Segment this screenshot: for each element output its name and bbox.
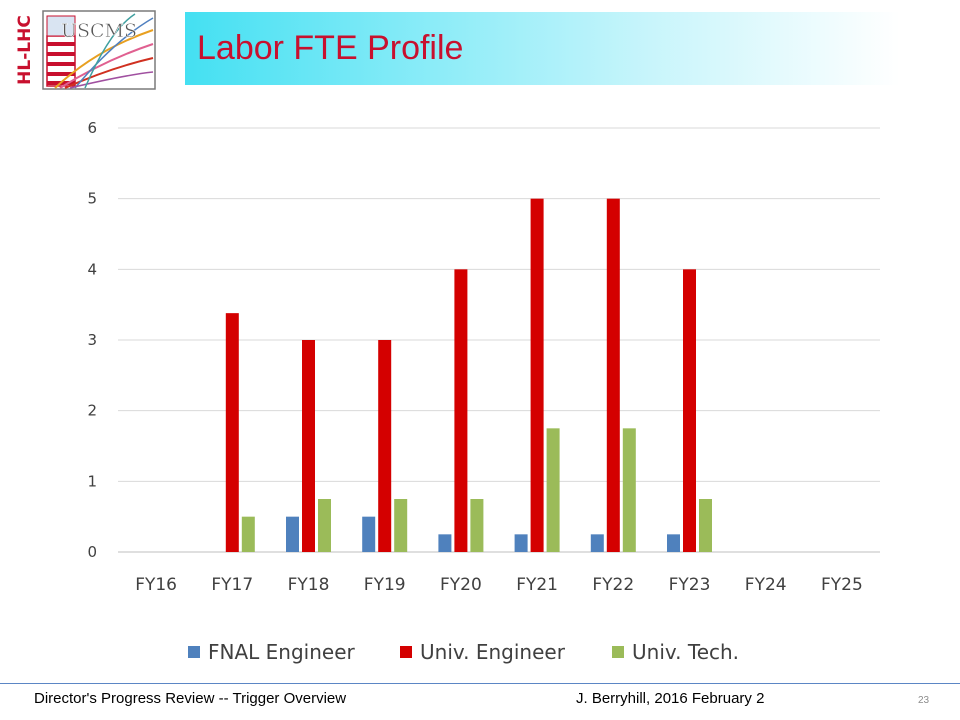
bar (667, 534, 680, 552)
x-tick-label: FY20 (440, 575, 482, 595)
y-tick-label: 3 (87, 331, 97, 349)
bar (530, 198, 544, 552)
x-tick-label: FY16 (135, 575, 177, 595)
bars (225, 198, 712, 552)
bar (699, 499, 712, 552)
bar (514, 534, 528, 552)
x-tick-label: FY17 (211, 575, 253, 595)
bar (362, 516, 376, 552)
x-tick-label: FY19 (364, 575, 406, 595)
page-number: 23 (918, 695, 930, 706)
slide-title: Labor FTE Profile (197, 29, 464, 67)
y-tick-label: 0 (87, 543, 97, 561)
legend-swatch (612, 646, 624, 658)
uscms-logo-text: USCMS (61, 20, 137, 42)
y-tick-label: 1 (87, 472, 97, 490)
legend-label: Univ. Tech. (632, 640, 739, 664)
bar (378, 340, 392, 552)
legend-label: Univ. Engineer (420, 640, 566, 664)
bar (683, 269, 696, 552)
grid-lines (118, 127, 880, 553)
x-tick-label: FY23 (669, 575, 711, 595)
x-tick-label: FY18 (288, 575, 330, 595)
title-band: Labor FTE Profile (185, 12, 900, 85)
bar (438, 534, 452, 552)
x-axis-tick-labels: FY16 FY17 FY18 FY19 FY20 FY21 FY22 FY23 FY24 FY25 (135, 575, 863, 595)
bar (394, 499, 408, 552)
footer-left-text: Director's Progress Review -- Trigger Ov… (34, 690, 347, 707)
x-tick-label: FY24 (745, 575, 787, 595)
bar (470, 499, 484, 552)
bar (318, 499, 331, 552)
y-tick-label: 2 (87, 402, 97, 420)
bar (225, 313, 239, 552)
bar (546, 428, 560, 552)
footer-divider (0, 683, 960, 684)
legend-label: FNAL Engineer (208, 640, 355, 664)
legend: FNAL Engineer Univ. Engineer Univ. Tech. (188, 640, 739, 664)
bar-chart: 0 1 2 3 4 5 6 FY16 FY17 FY18 FY19 FY20 FY21 FY22 FY23… (87, 119, 880, 664)
bar (286, 516, 299, 552)
bar (622, 428, 636, 552)
x-tick-label: FY21 (516, 575, 558, 595)
y-axis-tick-labels: 0 1 2 3 4 5 6 (87, 119, 97, 561)
uscms-logo: HL-LHC USCMS (15, 10, 156, 90)
hl-lhc-logo-text: HL-LHC (15, 15, 35, 85)
bar (454, 269, 468, 552)
legend-swatch (188, 646, 200, 658)
y-tick-label: 4 (87, 260, 97, 278)
footer-right-text: J. Berryhill, 2016 February 2 (576, 690, 765, 707)
y-tick-label: 5 (87, 190, 97, 208)
bar (590, 534, 604, 552)
x-tick-label: FY25 (821, 575, 863, 595)
bar (606, 198, 620, 552)
x-tick-label: FY22 (592, 575, 634, 595)
bar (302, 340, 315, 552)
y-tick-label: 6 (87, 119, 97, 137)
bar (241, 516, 255, 552)
legend-swatch (400, 646, 412, 658)
